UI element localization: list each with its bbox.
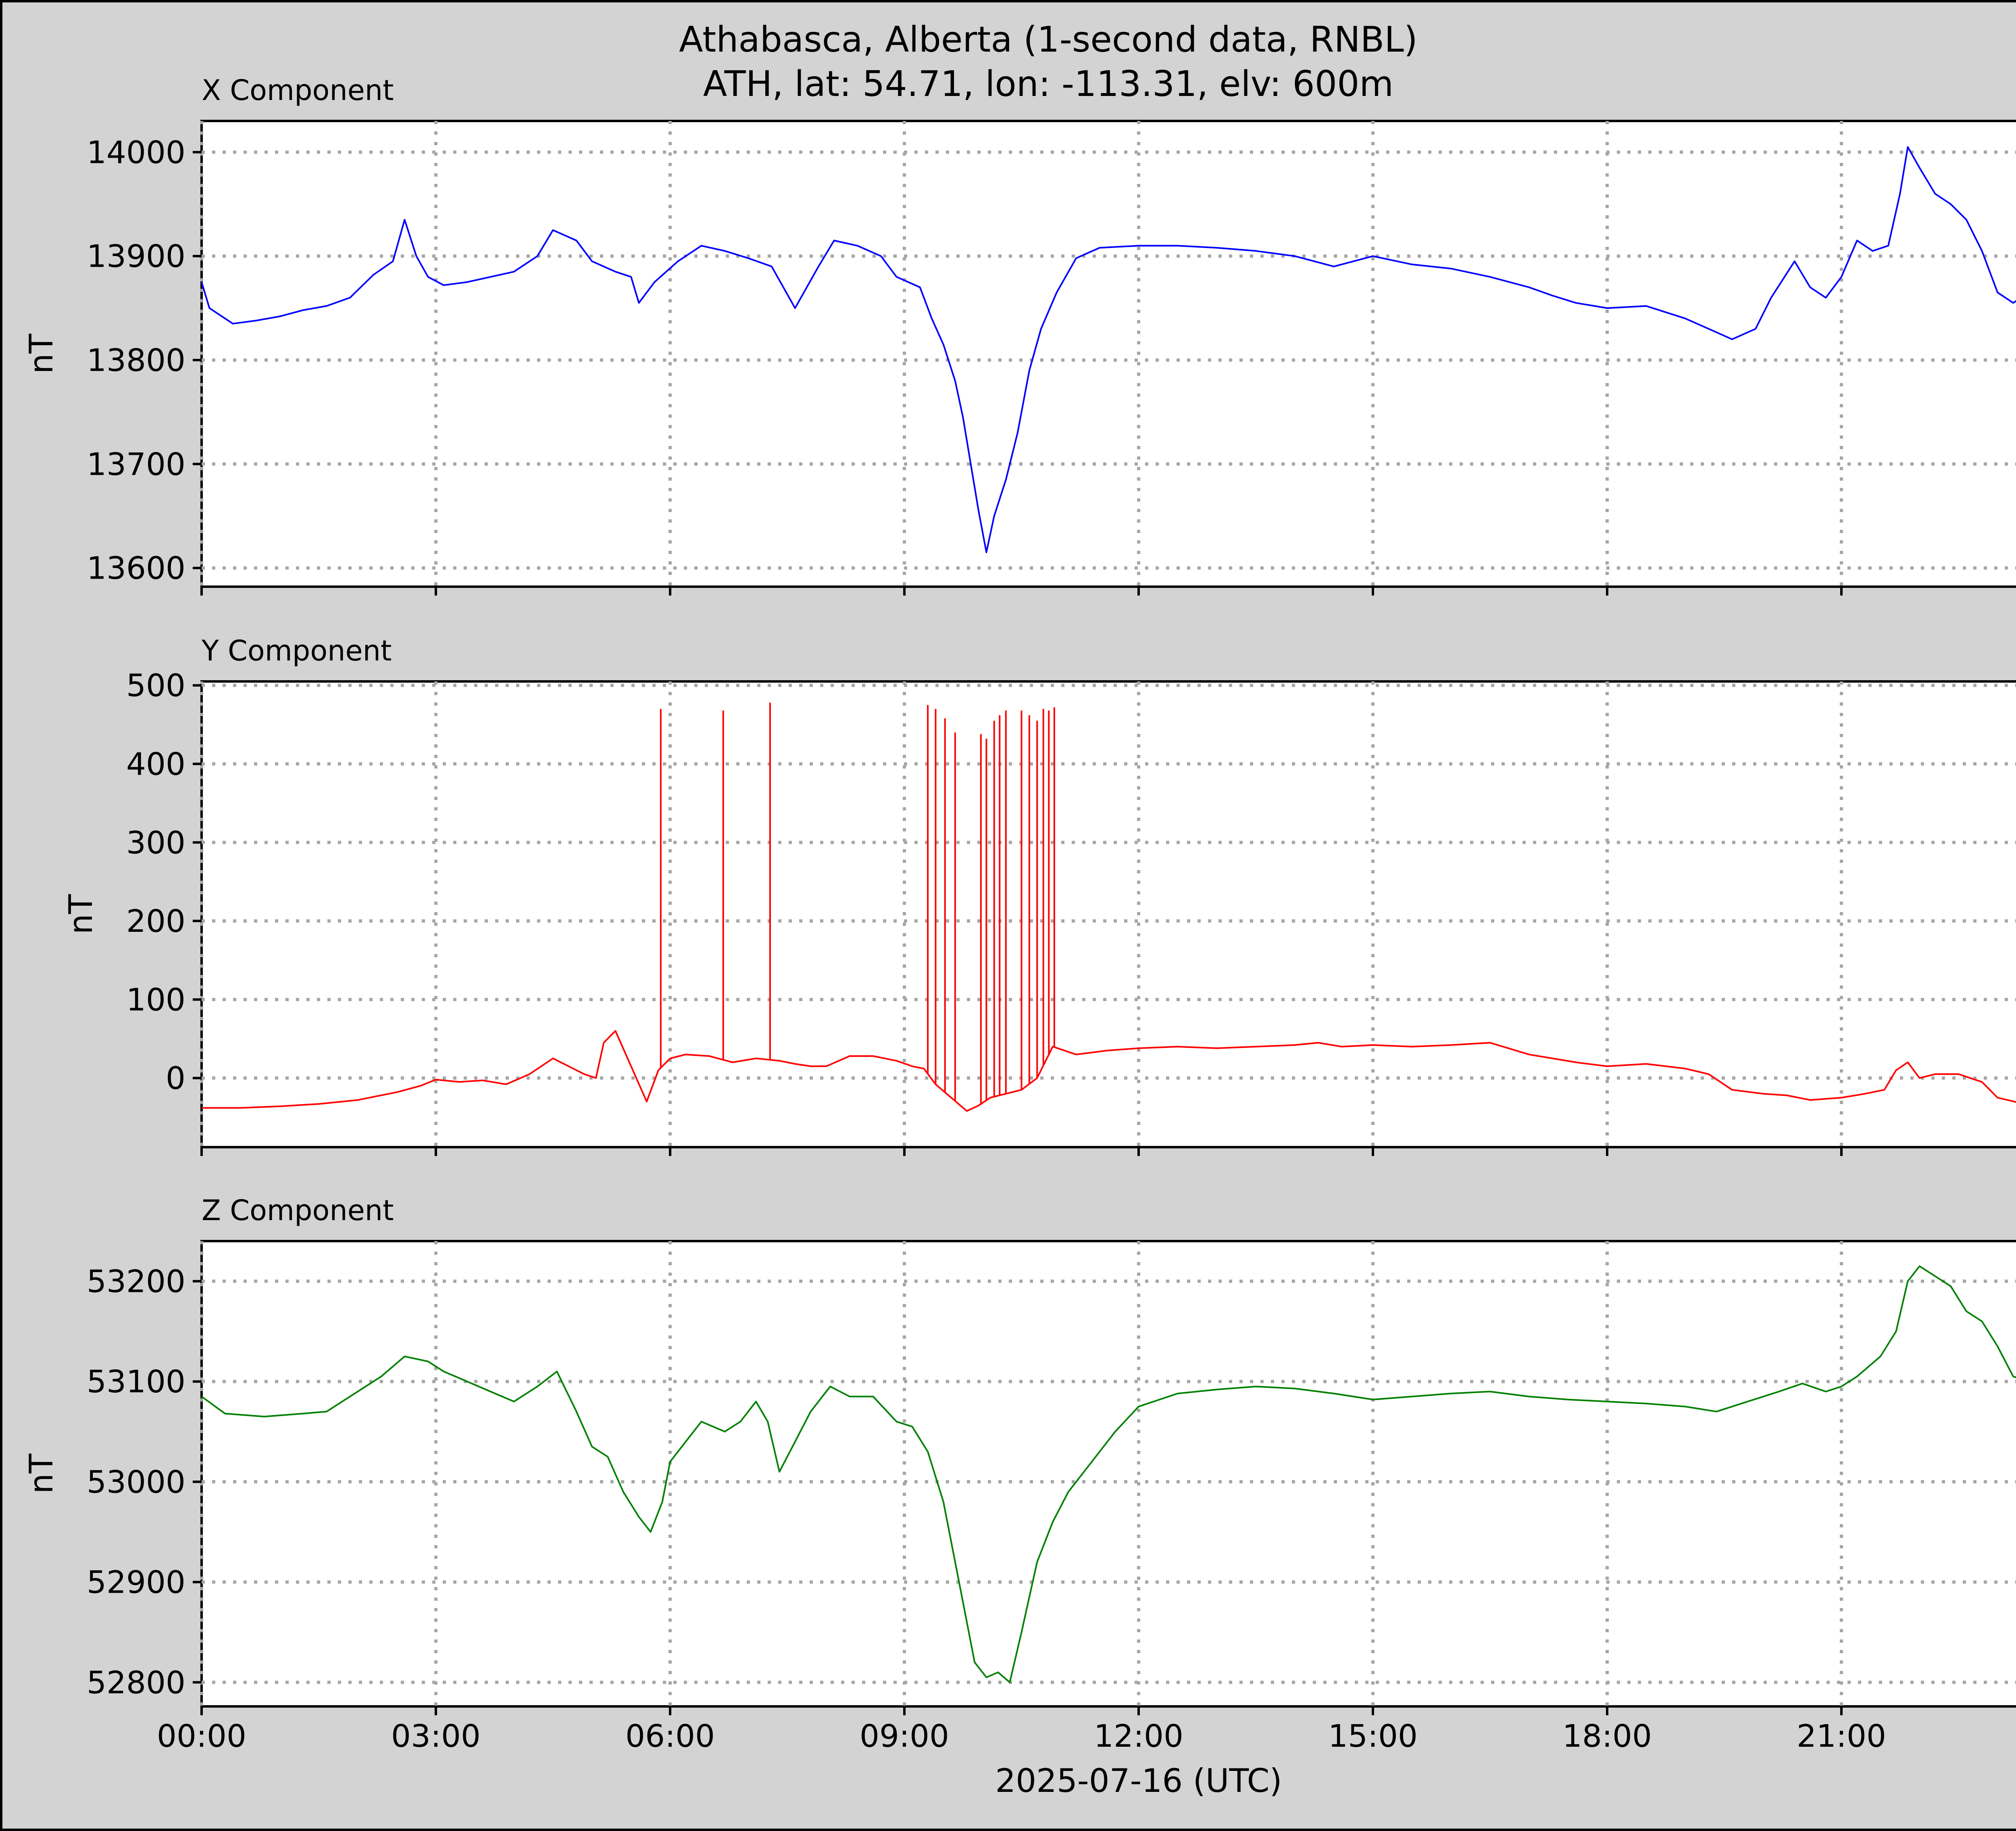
z-series-line (201, 1265, 2016, 1683)
y-y-tick-label: 500 (126, 668, 185, 704)
x-axis-tick-label: 18:00 (1562, 1719, 1652, 1754)
y-y-tick-label: 100 (126, 982, 185, 1018)
panels: X Component1360013700138001390014000nTY … (23, 74, 2016, 1800)
x-axis-tick-label: 03:00 (391, 1719, 481, 1754)
x-y-axis-label: nT (23, 333, 60, 374)
y-series-line (202, 1030, 2016, 1112)
figure-title-line1: Athabasca, Alberta (1-second data, RNBL) (679, 19, 1418, 60)
x-y-tick-label: 13600 (87, 551, 185, 587)
x-y-tick-label: 13900 (87, 239, 185, 275)
z-plot-area (200, 1240, 2016, 1708)
y-panel-title: Y Component (201, 634, 392, 667)
z-y-tick-label: 53000 (87, 1464, 185, 1500)
y-plot-area (200, 680, 2016, 1148)
y-y-axis-label: nT (62, 894, 100, 935)
y-y-tick-label: 0 (166, 1061, 185, 1097)
x-y-tick-label: 14000 (87, 135, 185, 171)
z-y-tick-label: 52900 (87, 1565, 185, 1601)
z-y-tick-label: 53100 (87, 1364, 185, 1400)
x-axis-tick-label: 21:00 (1797, 1719, 1886, 1754)
x-component-panel: X Component 13600 13700 13800 13900 14000 nT (23, 74, 2016, 596)
x-axis-tick-label: 06:00 (625, 1719, 715, 1754)
y-y-tick-label: 200 (126, 904, 185, 939)
figure-title-line2: ATH, lat: 54.71, lon: -113.31, elv: 600m (703, 63, 1393, 104)
z-y-axis-label: nT (23, 1453, 60, 1494)
y-component-panel: Y Component 0 100 200 300 400 500 nT (62, 634, 2016, 1156)
x-axis-tick-label: 09:00 (860, 1719, 949, 1754)
x-panel-title: X Component (202, 74, 394, 107)
x-axis-tick-label: 00:00 (157, 1719, 246, 1754)
x-axis-tick-label: 15:00 (1328, 1719, 1418, 1754)
z-y-tick-label: 53200 (87, 1264, 185, 1300)
x-y-tick-label: 13700 (87, 447, 185, 483)
x-series-line (201, 146, 2016, 553)
x-y-tick-label: 13800 (87, 343, 185, 379)
x-axis-tick-label: 12:00 (1094, 1719, 1183, 1754)
z-y-tick-label: 52800 (87, 1665, 185, 1701)
y-y-tick-label: 400 (126, 747, 185, 783)
x-plot-area (200, 120, 2016, 588)
z-component-panel: Z Component 52800 52900 53000 53100 53200 00:0… (23, 1194, 2016, 1800)
x-axis-label: 2025-07-16 (UTC) (995, 1762, 1282, 1800)
y-y-tick-label: 300 (126, 825, 185, 861)
z-panel-title: Z Component (202, 1194, 394, 1227)
